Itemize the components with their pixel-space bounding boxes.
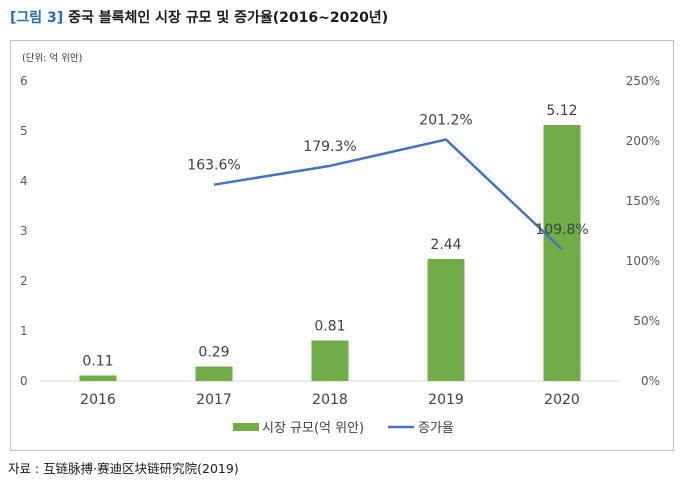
y-left-tick-label: 6 <box>20 74 28 88</box>
source-note: 자료 : 互链脉搏·赛迪区块链研究院(2019) <box>8 461 239 476</box>
y-left-tick-label: 5 <box>20 124 28 138</box>
bar <box>195 366 233 381</box>
x-tick-label: 2019 <box>428 392 464 408</box>
bar-data-label: 0.81 <box>314 319 345 335</box>
x-tick-label: 2017 <box>196 392 232 408</box>
y-left-tick-label: 0 <box>20 374 28 388</box>
line-data-label: 179.3% <box>303 139 356 155</box>
bar-data-label: 0.29 <box>198 345 229 361</box>
line-data-label: 163.6% <box>187 158 240 174</box>
x-tick-label: 2020 <box>544 392 580 408</box>
bar <box>543 125 581 381</box>
y-left-tick-label: 4 <box>20 174 28 188</box>
y-right-tick-label: 150% <box>626 194 660 208</box>
y-left-tick-label: 3 <box>20 224 28 238</box>
y-right-tick-label: 0% <box>641 374 660 388</box>
y-right-tick-label: 250% <box>626 74 660 88</box>
bar <box>311 340 349 381</box>
y-right-tick-label: 50% <box>633 314 660 328</box>
legend-bar-label: 시장 규모(억 위안) <box>262 421 364 436</box>
x-tick-label: 2018 <box>312 392 348 408</box>
legend-bar-swatch <box>233 423 259 431</box>
bar <box>427 259 465 381</box>
figure-title-text: 중국 블록체인 시장 규모 및 증가율(2016~2020년) <box>68 10 389 26</box>
y-right-tick-label: 200% <box>626 134 660 148</box>
y-left-tick-label: 2 <box>20 274 28 288</box>
figure-title: [그림 3] 중국 블록체인 시장 규모 및 증가율(2016~2020년) <box>10 7 388 27</box>
legend-line-label: 증가율 <box>418 421 454 436</box>
line-data-label: 109.8% <box>535 222 588 238</box>
bar <box>79 375 117 381</box>
y-left-tick-label: 1 <box>20 324 28 338</box>
unit-label: (단위: 억 위안) <box>22 52 82 64</box>
line-data-label: 201.2% <box>419 113 472 129</box>
bar-data-label: 0.11 <box>82 354 113 370</box>
x-tick-label: 2016 <box>80 392 116 408</box>
y-right-tick-label: 100% <box>626 254 660 268</box>
bar-data-label: 5.12 <box>546 103 577 119</box>
growth-rate-line <box>213 138 563 251</box>
legend: 시장 규모(억 위안) 증가율 <box>233 421 454 436</box>
bar-data-label: 2.44 <box>430 237 461 253</box>
figure-number: [그림 3] <box>10 10 64 26</box>
chart-frame <box>10 40 674 451</box>
